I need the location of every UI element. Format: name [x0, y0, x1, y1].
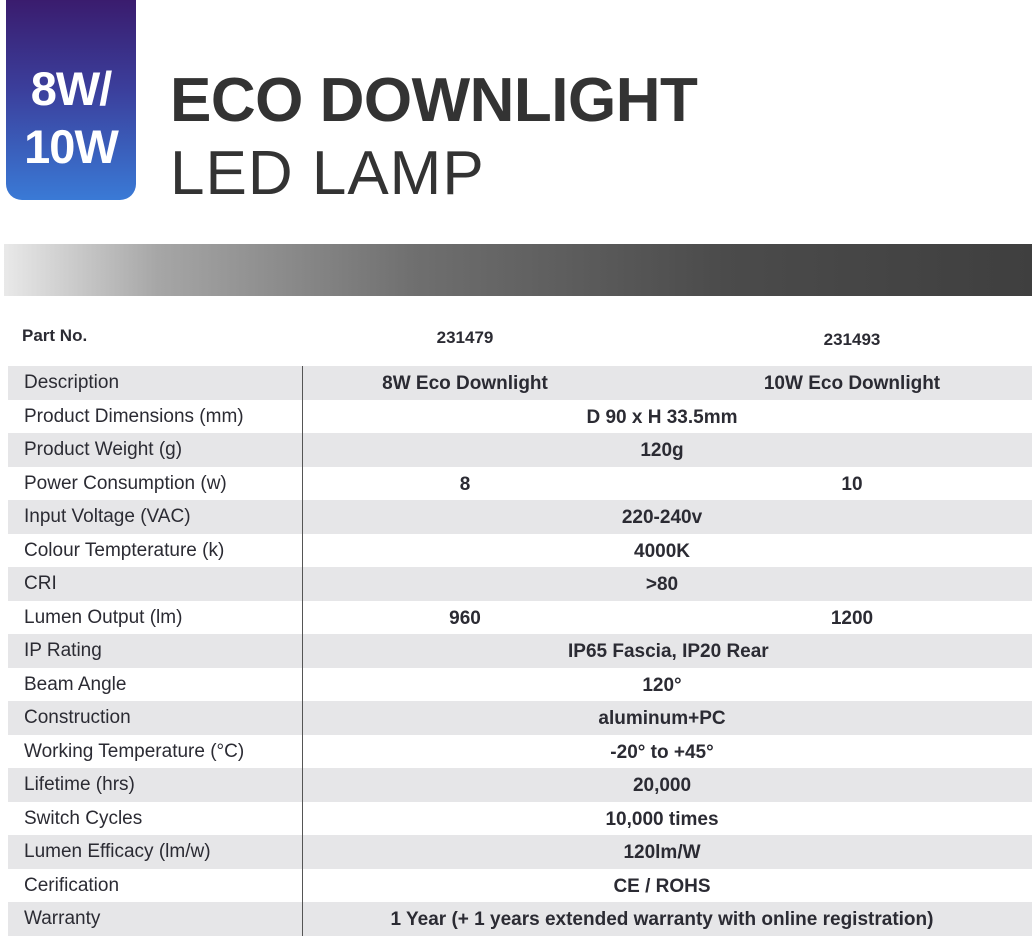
spec-row: Beam Angle 120°	[8, 667, 1032, 701]
spec-value-shared: >80	[645, 574, 679, 595]
spec-label: Working Temperature (°C)	[24, 740, 245, 762]
spec-row: Construction aluminum+PC	[8, 701, 1032, 735]
wattage-badge: 8W/ 10W	[6, 0, 136, 200]
spec-label: Beam Angle	[24, 673, 127, 695]
spec-label: Product Dimensions (mm)	[24, 405, 244, 427]
title-line-2: LED LAMP	[170, 139, 485, 208]
spec-label: Lifetime (hrs)	[24, 774, 135, 795]
spec-label: Switch Cycles	[24, 807, 143, 829]
spec-value-231479: 8W Eco Downlight	[382, 373, 548, 394]
spec-value-shared: 120lm/W	[623, 842, 701, 863]
spec-row: Working Temperature (°C) -20° to +45°	[8, 734, 1032, 768]
gradient-divider-bar	[4, 244, 1032, 296]
spec-row: Input Voltage (VAC) 220-240v	[8, 500, 1032, 534]
spec-label: Colour Tempterature (k)	[24, 539, 225, 561]
spec-row: CRI >80	[8, 567, 1032, 601]
spec-row: Power Consumption (w) 8 10	[8, 466, 1032, 500]
badge-line-2: 10W	[24, 120, 119, 173]
spec-label: Power Consumption (w)	[24, 472, 227, 494]
spec-label: Construction	[24, 707, 131, 728]
product-title: ECO DOWNLIGHT LED LAMP	[170, 66, 698, 212]
spec-value-231479: 8	[459, 473, 471, 495]
spec-value-shared: 120g	[640, 440, 684, 461]
spec-row: Description 8W Eco Downlight 10W Eco Downl…	[8, 366, 1032, 400]
spec-value-shared: -20° to +45°	[610, 741, 714, 763]
spec-label: Lumen Efficacy (lm/w)	[24, 841, 211, 862]
spec-label: Product Weight (g)	[24, 439, 183, 460]
spec-value-shared: 220-240v	[621, 507, 703, 528]
spec-value-shared: 4000K	[634, 540, 690, 562]
spec-value-shared: CE / ROHS	[613, 875, 711, 897]
spec-value-231493: 1200	[830, 607, 874, 629]
spec-label: Lumen Output (lm)	[24, 606, 183, 628]
spec-row: Lifetime (hrs) 20,000	[8, 768, 1032, 802]
part-number-label: Part No.	[22, 326, 88, 345]
spec-label: IP Rating	[24, 640, 102, 661]
spec-row: Warranty 1 Year (+ 1 years extended warra…	[8, 902, 1032, 936]
part-number-col-2: 231493	[823, 330, 881, 349]
part-number-col-1: 231479	[436, 328, 494, 347]
title-line-1: ECO DOWNLIGHT	[170, 66, 698, 135]
spec-label: CRI	[24, 573, 57, 594]
spec-value-shared: 120°	[642, 674, 682, 696]
spec-label: Input Voltage (VAC)	[24, 506, 191, 527]
spec-row: Lumen Efficacy (lm/w) 120lm/W	[8, 835, 1032, 869]
spec-value-shared: 10,000 times	[605, 808, 719, 830]
spec-value-shared: IP65 Fascia, IP20 Rear	[568, 641, 769, 662]
badge-line-1: 8W/	[30, 62, 113, 115]
spec-row: Colour Tempterature (k) 4000K	[8, 533, 1032, 567]
spec-label: Description	[24, 372, 120, 393]
spec-row: Product Weight (g) 120g	[8, 433, 1032, 467]
spec-row: Lumen Output (lm) 960 1200	[8, 600, 1032, 634]
spec-value-shared: aluminum+PC	[598, 708, 726, 729]
spec-value-shared: D 90 x H 33.5mm	[586, 406, 738, 428]
spec-row: Product Dimensions (mm) D 90 x H 33.5mm	[8, 399, 1032, 433]
spec-row: Switch Cycles 10,000 times	[8, 801, 1032, 835]
spec-label: Cerification	[24, 874, 120, 896]
spec-value-231479: 960	[449, 607, 481, 629]
spec-value-231493: 10W Eco Downlight	[763, 373, 941, 394]
spec-label: Warranty	[24, 908, 101, 929]
column-divider	[302, 366, 303, 936]
spec-row: IP Rating IP65 Fascia, IP20 Rear	[8, 634, 1032, 668]
part-number-header: Part No. 231479 231493	[0, 322, 1032, 354]
spec-row: Cerification CE / ROHS	[8, 868, 1032, 902]
spec-table: Description 8W Eco Downlight 10W Eco Downl…	[8, 366, 1032, 936]
spec-value-231493: 10	[841, 473, 863, 495]
spec-value-shared: 20,000	[632, 775, 692, 796]
spec-value-shared: 1 Year (+ 1 years extended warranty with…	[390, 909, 934, 930]
